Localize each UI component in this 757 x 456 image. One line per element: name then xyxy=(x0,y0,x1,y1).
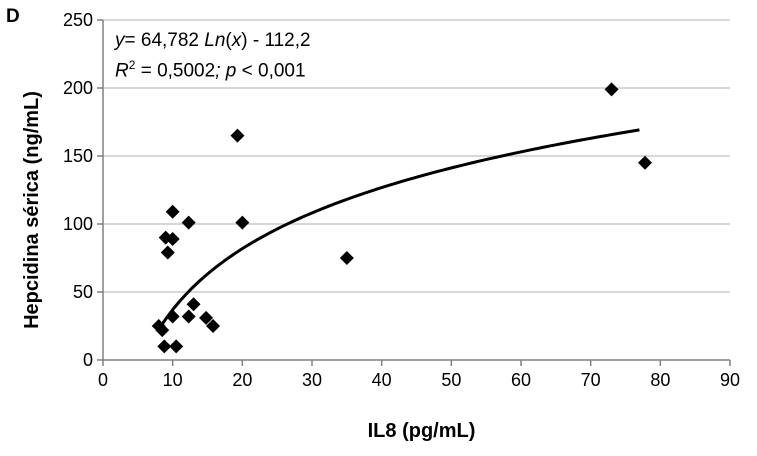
x-tick-label: 80 xyxy=(650,370,670,390)
eq-ln: Ln xyxy=(204,30,226,51)
data-point xyxy=(160,245,175,260)
y-tick-label: 150 xyxy=(63,146,93,166)
data-point xyxy=(165,309,180,324)
data-point xyxy=(165,231,180,246)
eq-prefix: = 64,782 xyxy=(124,30,205,51)
semicolon: ; xyxy=(215,60,221,82)
x-axis-title: IL8 (pg/mL) xyxy=(368,420,476,442)
eq-suffix: - 112,2 xyxy=(247,30,311,51)
x-tick-label: 10 xyxy=(163,370,183,390)
x-tick-label: 40 xyxy=(372,370,392,390)
eq-paren-close: ) xyxy=(241,30,248,51)
r-squared-p-value: R2 = 0,5002; p < 0,001 xyxy=(115,58,306,82)
x-tick-label: 30 xyxy=(302,370,322,390)
data-point xyxy=(157,339,172,354)
y-axis-title: Hepcidina sérica (ng/mL) xyxy=(21,91,43,329)
data-point xyxy=(165,204,180,219)
eq-x: x xyxy=(231,30,242,51)
x-tick-label: 90 xyxy=(720,370,740,390)
trendline xyxy=(160,128,640,325)
y-tick-label: 200 xyxy=(63,78,93,98)
x-tick-label: 70 xyxy=(581,370,601,390)
data-point xyxy=(199,310,214,325)
data-point xyxy=(230,128,245,143)
data-point xyxy=(638,155,653,170)
p-value: < 0,001 xyxy=(236,60,306,82)
y-tick-labels: 0 50 100 150 200 250 xyxy=(63,10,93,370)
eq-y: y xyxy=(115,30,125,51)
data-point xyxy=(169,339,184,354)
data-point xyxy=(155,323,170,338)
r-superscript: 2 xyxy=(128,58,136,72)
data-point xyxy=(206,319,221,333)
data-point xyxy=(339,251,354,265)
data-points xyxy=(151,82,653,354)
y-tick-label: 100 xyxy=(63,214,93,234)
x-tick-label: 60 xyxy=(511,370,531,390)
data-point xyxy=(186,297,201,312)
eq-paren-open: ( xyxy=(225,30,232,51)
data-point xyxy=(235,215,250,230)
p-symbol: p xyxy=(220,60,237,82)
x-tick-labels: 0 10 20 30 40 50 60 70 80 90 xyxy=(98,370,740,390)
r-symbol: R xyxy=(115,60,129,82)
data-point xyxy=(181,309,196,324)
data-point xyxy=(181,215,196,230)
r2-value: = 0,5002 xyxy=(135,60,216,82)
panel-label: D xyxy=(6,6,20,27)
y-tick-label: 0 xyxy=(83,350,93,370)
y-tick-label: 250 xyxy=(63,10,93,30)
x-tick-label: 20 xyxy=(232,370,252,390)
x-tick-label: 0 xyxy=(98,370,108,390)
axes xyxy=(97,19,731,366)
y-tick-label: 50 xyxy=(73,282,93,302)
gridlines xyxy=(103,19,730,293)
regression-equation: y= 64,782 Ln(x) - 112,2 xyxy=(115,30,311,52)
data-point xyxy=(604,82,619,97)
x-tick-label: 50 xyxy=(441,370,461,390)
